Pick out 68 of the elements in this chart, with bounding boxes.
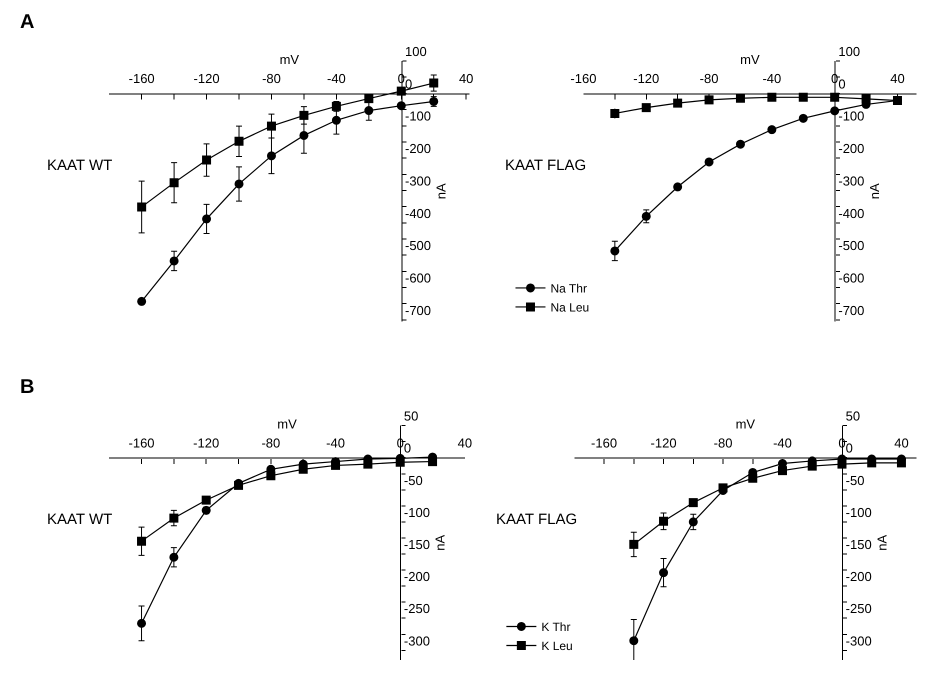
y-tick-label: -300 [404, 173, 432, 188]
y-tick-label: 50 [846, 408, 860, 424]
legend-label: K Leu [541, 639, 573, 654]
annotation: KAAT FLAG [505, 157, 586, 174]
y-tick-label: -500 [404, 238, 432, 254]
x-tick-label: -160 [591, 435, 618, 450]
y-axis-title: nA [874, 534, 890, 551]
x-tick-label: 40 [890, 71, 905, 86]
y-axis-title: nA [867, 182, 882, 200]
annotation: KAAT WT [47, 157, 112, 174]
y-tick-label: -300 [838, 173, 864, 188]
y-tick-label: 100 [838, 44, 860, 60]
y-tick-label: -600 [838, 270, 864, 286]
y-tick-label: -500 [838, 238, 864, 254]
x-tick-label: -80 [714, 435, 732, 450]
y-tick-label: -400 [838, 206, 864, 221]
y-tick-label: -250 [846, 601, 872, 616]
x-axis-title: mV [740, 52, 760, 68]
y-tick-label: -200 [404, 141, 432, 156]
x-tick-label: 40 [894, 435, 909, 450]
y-tick-label: -700 [404, 302, 432, 318]
legend-label: Na Thr [550, 282, 587, 296]
legend-label: K Thr [541, 620, 570, 634]
x-tick-label: -160 [570, 71, 596, 86]
x-tick-label: -80 [262, 71, 281, 86]
x-tick-label: -120 [633, 71, 660, 86]
y-tick-label: -300 [404, 633, 430, 648]
x-tick-label: 40 [458, 71, 474, 86]
legend-label: Na Leu [550, 300, 590, 315]
y-axis-title: nA [434, 182, 449, 200]
y-tick-label: -250 [404, 601, 430, 616]
x-axis-title: mV [736, 416, 756, 432]
y-tick-label: -50 [404, 472, 423, 488]
y-tick-label: -300 [846, 633, 872, 648]
y-axis-title: nA [432, 534, 448, 551]
y-tick-label: -200 [846, 569, 872, 584]
x-axis-title: mV [277, 416, 298, 432]
y-tick-label: 100 [404, 44, 427, 60]
y-tick-label: -400 [404, 206, 432, 221]
y-tick-label: 50 [404, 408, 418, 424]
x-tick-label: -40 [773, 435, 792, 450]
y-tick-label: -100 [846, 504, 872, 520]
annotation: KAAT WT [47, 511, 112, 528]
x-tick-label: -80 [700, 71, 718, 86]
chart-title: A [20, 11, 34, 33]
x-tick-label: -160 [128, 71, 155, 86]
annotation: KAAT FLAG [496, 511, 578, 528]
y-tick-label: -150 [404, 536, 430, 552]
y-tick-label: -50 [846, 472, 864, 488]
y-tick-label: -100 [404, 108, 432, 124]
y-tick-label: -700 [838, 302, 864, 318]
x-tick-label: -120 [650, 435, 677, 450]
x-tick-label: -160 [128, 435, 155, 450]
chart-title: B [20, 376, 34, 398]
x-tick-label: -40 [762, 71, 782, 86]
y-tick-label: -100 [838, 108, 864, 124]
x-tick-label: -80 [261, 435, 280, 450]
y-tick-label: -200 [838, 141, 864, 156]
y-tick-label: -600 [404, 270, 432, 286]
y-tick-label: -100 [404, 504, 430, 520]
x-tick-label: -40 [326, 71, 346, 86]
x-tick-label: -120 [194, 71, 220, 86]
x-axis-title: mV [280, 52, 300, 68]
y-tick-label: -150 [846, 536, 872, 552]
x-tick-label: -40 [326, 435, 345, 450]
y-tick-label: -200 [404, 569, 430, 584]
x-tick-label: -120 [193, 435, 220, 450]
x-tick-label: 40 [458, 435, 472, 450]
